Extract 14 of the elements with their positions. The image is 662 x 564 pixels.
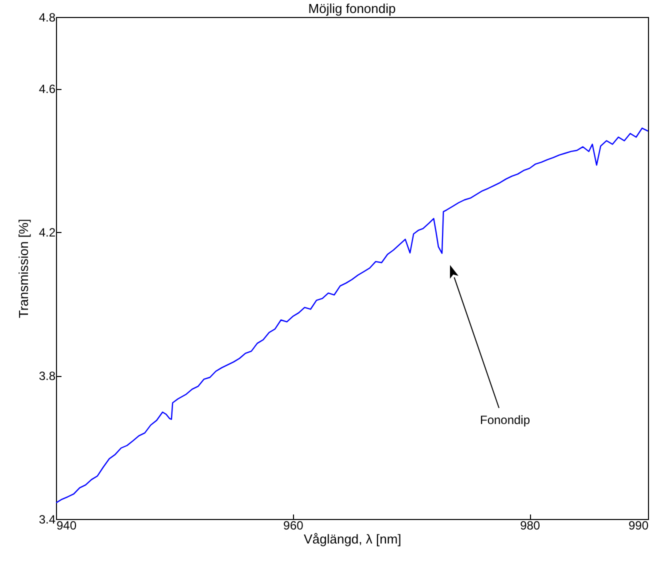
chart-title: Möjlig fonondip [308,1,396,16]
x-axis-title: Våglängd, λ [nm] [304,532,402,546]
x-tick-label: 990 [628,518,649,532]
y-tick-label: 3.8 [38,369,56,384]
x-tick-label: 940 [56,518,77,532]
x-tick-label: 980 [520,518,540,532]
y-tick-label: 4.6 [38,82,56,96]
annotation: Fonondip [480,413,530,427]
y-tick-label: 3.4 [38,512,56,526]
y-axis-title: Transmission [%] [16,218,31,318]
y-tick-label: 4.8 [38,10,56,24]
x-tick-label: 960 [283,518,304,532]
line-series [56,128,648,504]
y-tick-label: 4.2 [38,226,56,240]
